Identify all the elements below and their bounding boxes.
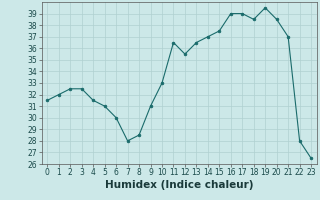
X-axis label: Humidex (Indice chaleur): Humidex (Indice chaleur) [105,180,253,190]
